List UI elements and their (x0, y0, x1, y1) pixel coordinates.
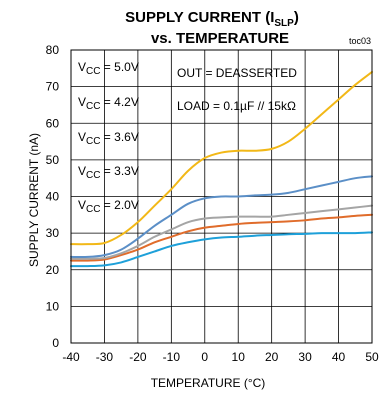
x-tick-label: 20 (265, 350, 279, 364)
x-tick-label: 30 (298, 350, 312, 364)
x-tick-label: 10 (232, 350, 246, 364)
y-tick-label: 50 (46, 153, 60, 167)
series-line-vcc-33 (70, 213, 373, 262)
plot-frame (70, 49, 373, 344)
figure-tag: toc03 (349, 36, 371, 46)
series-line-vcc-20 (70, 231, 373, 268)
y-tick-label: 30 (46, 226, 60, 240)
chart-title-line-2: vs. TEMPERATURE (151, 30, 289, 47)
legend-item-3v6: VCC = 3.6V (78, 130, 139, 147)
legend: VCC = 5.0V VCC = 4.2V VCC = 3.6V VCC = 3… (78, 60, 139, 215)
y-tick-label: 60 (46, 116, 60, 130)
y-tick-label: 80 (46, 43, 60, 57)
y-axis-title: SUPPLY CURRENT (nA) (27, 133, 41, 267)
legend-item-4v2: VCC = 4.2V (78, 95, 139, 112)
series-line-vcc-36 (70, 204, 373, 260)
x-tick-label: 40 (332, 350, 346, 364)
y-tick-label: 0 (52, 336, 59, 350)
series-line-vcc-42 (70, 175, 373, 259)
x-tick-label: -20 (129, 350, 147, 364)
x-tick-label: -10 (163, 350, 181, 364)
annotation-load: LOAD = 0.1µF // 15kΩ (177, 99, 296, 113)
y-tick-label: 40 (46, 190, 60, 204)
legend-item-5v: VCC = 5.0V (78, 60, 139, 77)
y-tick-label: 10 (46, 299, 60, 313)
annotation-output-state: OUT = DEASSERTED (177, 66, 297, 80)
tick-labels: -40 -30 -20 -10 0 10 20 30 40 50 0 10 20 30 40 50 60 70 80 (46, 43, 379, 364)
series-line-vcc-50 (70, 70, 373, 246)
y-tick-label: 70 (46, 80, 60, 94)
series-lines (70, 70, 373, 268)
legend-item-2v0: VCC = 2.0V (78, 198, 139, 215)
x-tick-label: -40 (62, 350, 80, 364)
chart-title-line-1: SUPPLY CURRENT (ISLP) (125, 9, 299, 29)
y-tick-label: 20 (46, 263, 60, 277)
x-tick-label: 0 (201, 350, 208, 364)
x-axis-title: TEMPERATURE (°C) (151, 376, 266, 390)
legend-item-3v3: VCC = 3.3V (78, 164, 139, 181)
x-tick-label: 50 (365, 350, 379, 364)
x-tick-label: -30 (96, 350, 114, 364)
